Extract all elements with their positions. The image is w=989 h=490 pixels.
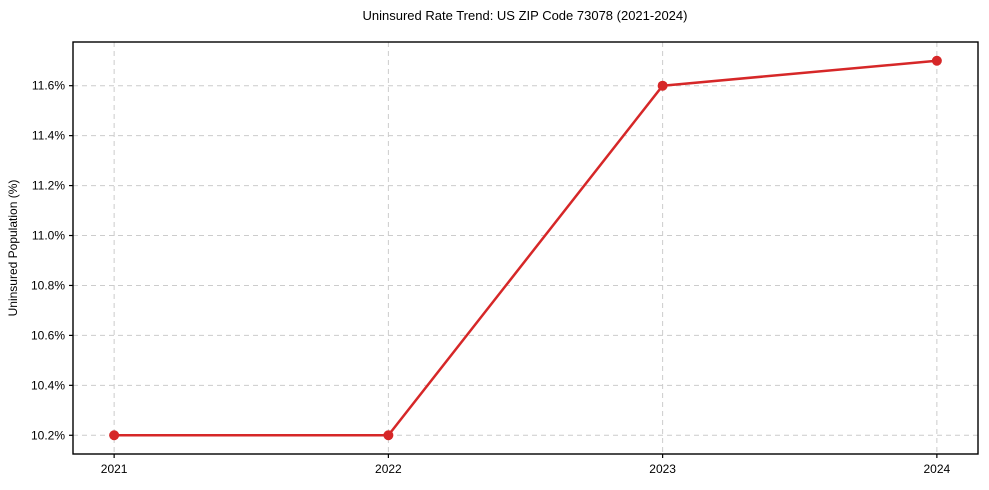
x-tick-label: 2023 [649,462,676,476]
data-point-marker [657,80,668,91]
y-tick-label: 11.2% [32,179,65,193]
data-point-marker [109,430,120,441]
data-point-marker [383,430,394,441]
y-tick-label: 10.6% [31,328,65,342]
y-tick-label: 11.6% [32,79,65,93]
chart-title: Uninsured Rate Trend: US ZIP Code 73078 … [362,8,688,23]
trend-line [112,59,939,437]
plot-border [72,41,979,455]
y-tick-label: 10.2% [31,428,65,442]
x-tick-label: 2024 [924,462,951,476]
x-tick-label: 2021 [101,462,128,476]
y-tick-label: 11.4% [32,129,65,143]
data-point-marker [931,55,942,66]
y-tick-label: 10.4% [31,378,65,392]
y-tick-label: 10.8% [31,278,65,292]
x-tick-label: 2022 [375,462,402,476]
y-tick-label: 11.0% [32,229,65,243]
